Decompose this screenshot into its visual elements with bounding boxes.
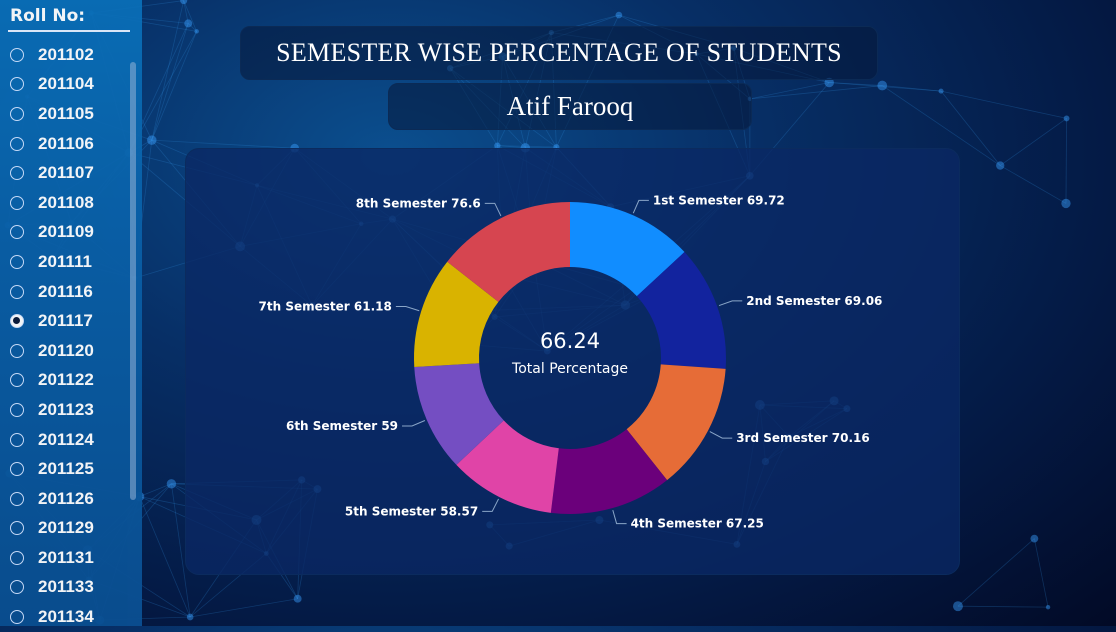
slicer-item-201107[interactable]: 201107 — [10, 158, 130, 188]
slicer-item-label: 201108 — [38, 193, 94, 213]
slicer-item-label: 201122 — [38, 370, 94, 390]
slicer-item-201111[interactable]: 201111 — [10, 247, 130, 277]
radio-icon[interactable] — [10, 580, 24, 594]
slicer-item-label: 201124 — [38, 430, 94, 450]
slicer-item-label: 201105 — [38, 104, 94, 124]
slicer-item-label: 201120 — [38, 341, 94, 361]
leader-line-2 — [719, 301, 742, 306]
student-name-card: Atif Farooq — [388, 83, 752, 130]
data-label-3: 3rd Semester 70.16 — [736, 431, 870, 445]
slicer-item-label: 201126 — [38, 489, 94, 509]
slicer-item-label: 201123 — [38, 400, 94, 420]
slicer-item-label: 201107 — [38, 163, 94, 183]
radio-icon[interactable] — [10, 48, 24, 62]
radio-icon[interactable] — [10, 225, 24, 239]
radio-icon[interactable] — [10, 403, 24, 417]
leader-line-1 — [633, 200, 649, 213]
radio-icon[interactable] — [10, 344, 24, 358]
slicer-item-201108[interactable]: 201108 — [10, 188, 130, 218]
data-label-6: 6th Semester 59 — [286, 419, 398, 433]
slicer-item-label: 201104 — [38, 74, 94, 94]
slicer-item-201131[interactable]: 201131 — [10, 543, 130, 573]
data-label-7: 7th Semester 61.18 — [259, 300, 392, 314]
radio-icon[interactable] — [10, 373, 24, 387]
slicer-item-201102[interactable]: 201102 — [10, 40, 130, 70]
radio-icon[interactable] — [10, 166, 24, 180]
slicer-scrollbar[interactable] — [130, 62, 136, 500]
slicer-item-201129[interactable]: 201129 — [10, 514, 130, 544]
slicer-item-201134[interactable]: 201134 — [10, 602, 130, 632]
leader-line-8 — [485, 203, 501, 216]
radio-icon[interactable] — [10, 107, 24, 121]
slicer-list: 201102 201104 201105 201106 201107 201108 2011… — [10, 40, 130, 632]
slicer-item-label: 201129 — [38, 518, 94, 538]
radio-icon[interactable] — [10, 196, 24, 210]
slicer-item-201105[interactable]: 201105 — [10, 99, 130, 129]
slicer-item-201106[interactable]: 201106 — [10, 129, 130, 159]
page-title: SEMESTER WISE PERCENTAGE OF STUDENTS — [276, 38, 842, 68]
data-label-1: 1st Semester 69.72 — [653, 193, 785, 207]
leader-line-4 — [613, 510, 627, 523]
total-percentage-label: Total Percentage — [470, 361, 670, 377]
data-label-4: 4th Semester 67.25 — [631, 517, 764, 531]
slicer-item-label: 201111 — [38, 252, 92, 272]
leader-line-3 — [710, 432, 732, 439]
slicer-item-label: 201102 — [38, 45, 94, 65]
radio-icon[interactable] — [10, 492, 24, 506]
slicer-item-label: 201116 — [38, 282, 93, 302]
slicer-item-label: 201117 — [38, 311, 93, 331]
leader-line-6 — [402, 420, 425, 426]
slicer-item-label: 201106 — [38, 134, 94, 154]
radio-icon[interactable] — [10, 462, 24, 476]
radio-icon[interactable] — [10, 255, 24, 269]
slicer-item-201126[interactable]: 201126 — [10, 484, 130, 514]
slicer-item-201117[interactable]: 201117 — [10, 306, 130, 336]
data-label-2: 2nd Semester 69.06 — [746, 294, 882, 308]
slicer-item-label: 201109 — [38, 222, 94, 242]
radio-selected-icon[interactable] — [10, 314, 24, 328]
slicer-title: Roll No: — [10, 6, 85, 26]
data-label-5: 5th Semester 58.57 — [345, 504, 478, 518]
data-label-8: 8th Semester 76.6 — [356, 196, 481, 210]
radio-icon[interactable] — [10, 521, 24, 535]
title-card: SEMESTER WISE PERCENTAGE OF STUDENTS — [240, 26, 878, 80]
radio-icon[interactable] — [10, 610, 24, 624]
leader-line-5 — [482, 499, 498, 511]
leader-line-7 — [396, 307, 419, 311]
slicer-divider — [8, 30, 130, 32]
slicer-item-201122[interactable]: 201122 — [10, 366, 130, 396]
radio-icon[interactable] — [10, 433, 24, 447]
slicer-item-label: 201125 — [38, 459, 94, 479]
slicer-item-201104[interactable]: 201104 — [10, 70, 130, 100]
student-name: Atif Farooq — [507, 91, 634, 122]
radio-icon[interactable] — [10, 137, 24, 151]
slicer-item-201109[interactable]: 201109 — [10, 218, 130, 248]
slicer-item-label: 201131 — [38, 548, 94, 568]
slicer-item-201124[interactable]: 201124 — [10, 425, 130, 455]
slicer-item-label: 201134 — [38, 607, 94, 627]
slicer-item-label: 201133 — [38, 577, 94, 597]
radio-icon[interactable] — [10, 551, 24, 565]
radio-icon[interactable] — [10, 77, 24, 91]
slicer-item-201123[interactable]: 201123 — [10, 395, 130, 425]
total-percentage-value: 66.24 — [470, 329, 670, 353]
slicer-item-201120[interactable]: 201120 — [10, 336, 130, 366]
slicer-item-201133[interactable]: 201133 — [10, 573, 130, 603]
slicer-item-201116[interactable]: 201116 — [10, 277, 130, 307]
roll-no-slicer: Roll No: 201102 201104 201105 201106 201107 2… — [0, 0, 142, 626]
slicer-item-201125[interactable]: 201125 — [10, 454, 130, 484]
radio-icon[interactable] — [10, 285, 24, 299]
